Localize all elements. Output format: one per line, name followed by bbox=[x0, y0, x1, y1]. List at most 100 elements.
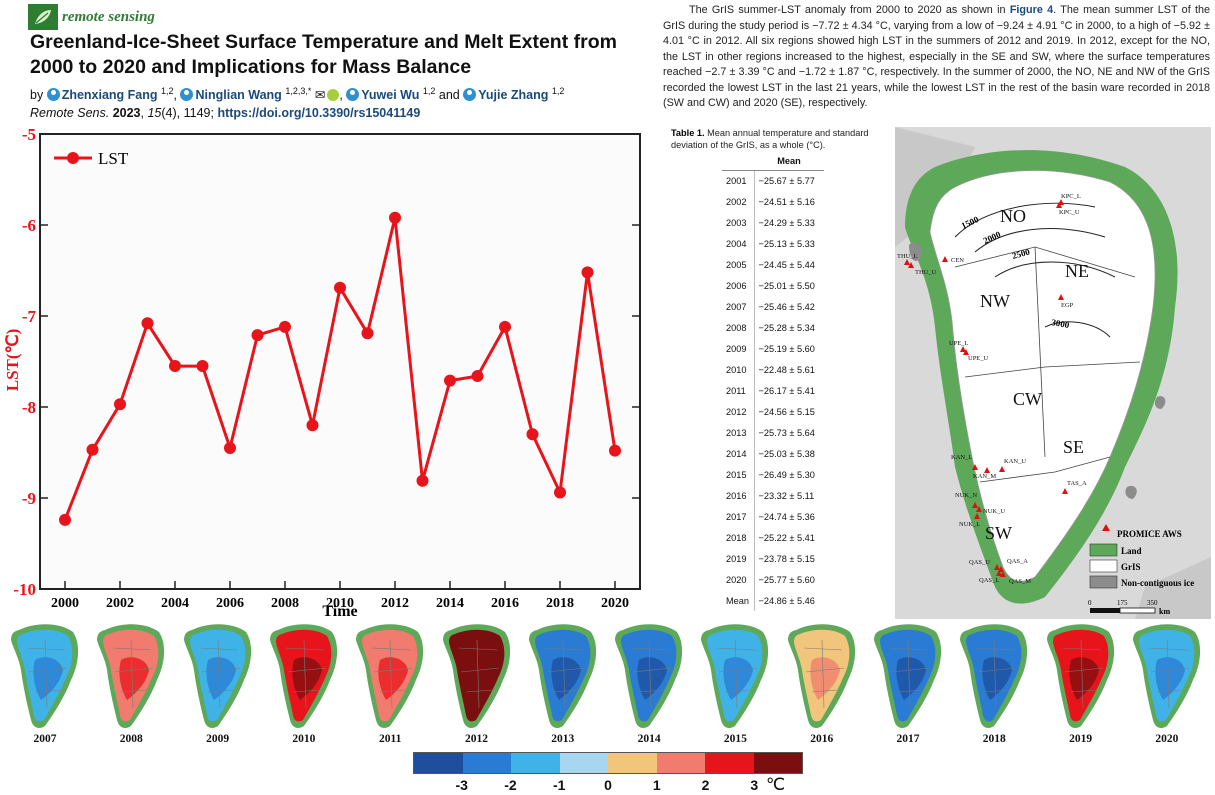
table-mean-cell: −24.74 ± 5.36 bbox=[753, 506, 824, 527]
x-tick-label: 2014 bbox=[436, 596, 464, 611]
table-year-cell: 2011 bbox=[726, 385, 746, 396]
mini-region-lines bbox=[1062, 639, 1103, 709]
email-icon[interactable]: ✉ bbox=[314, 88, 326, 103]
aws-station-label: QAS_M bbox=[1009, 578, 1031, 585]
table-row: 2005 −24.45 ± 5.44 bbox=[722, 254, 824, 275]
colorbar-label: 3 bbox=[750, 777, 759, 793]
mini-region-lines bbox=[976, 639, 1017, 709]
mini-region-lines bbox=[113, 639, 154, 709]
x-tick-label: 2008 bbox=[271, 596, 299, 611]
greenland-anomaly-shape bbox=[442, 624, 510, 728]
table-year-cell: 2009 bbox=[726, 343, 747, 354]
year-anomaly-map: 2016 bbox=[782, 620, 862, 755]
gris-ice-sheet bbox=[929, 170, 1156, 582]
author-profile-icon[interactable] bbox=[46, 88, 60, 102]
lst-point bbox=[114, 398, 126, 411]
mini-ice-anomaly-core bbox=[1155, 657, 1185, 700]
mini-ice-anomaly-core bbox=[723, 657, 754, 700]
aws-station-marker bbox=[1062, 488, 1068, 494]
x-tick-label: 2002 bbox=[106, 596, 134, 611]
table-year-cell: 2020 bbox=[726, 574, 747, 585]
paragraph-text: . The mean summer LST of the GrIS during… bbox=[663, 4, 1211, 109]
author-link[interactable]: Zhenxiang Fang bbox=[61, 88, 158, 103]
mini-region-lines bbox=[26, 639, 68, 709]
year-label: 2014 bbox=[637, 733, 661, 745]
y-axis-label: LST(℃) bbox=[3, 329, 22, 392]
citation-year: 2023 bbox=[112, 106, 141, 120]
lst-point bbox=[416, 474, 429, 487]
aws-station-marker bbox=[972, 464, 978, 470]
region-label: CW bbox=[1013, 389, 1042, 409]
lst-point bbox=[471, 370, 484, 383]
table-mean-cell: −25.13 ± 5.33 bbox=[753, 233, 824, 254]
legend-aws-label: PROMICE AWS bbox=[1117, 529, 1182, 539]
table-mean-cell: −23.32 ± 5.11 bbox=[753, 485, 824, 506]
lst-point bbox=[361, 327, 374, 340]
lst-point bbox=[554, 486, 566, 499]
table-header-mean: Mean bbox=[754, 152, 824, 171]
journal-name[interactable]: remote sensing bbox=[62, 8, 155, 25]
aws-station-marker bbox=[1058, 294, 1064, 300]
table-caption-text: Mean annual temperature and standard dev… bbox=[671, 128, 869, 150]
table-caption-label: Table 1. bbox=[671, 128, 705, 138]
table-year-cell: 2019 bbox=[726, 553, 747, 564]
mini-region-lines bbox=[372, 639, 413, 709]
x-tick-label: 2004 bbox=[161, 596, 189, 611]
chart-frame bbox=[39, 133, 641, 590]
legend-noncontig-label: Non-contiguous ice bbox=[1121, 578, 1194, 588]
table-year-cell: Mean bbox=[726, 595, 749, 606]
region-boundaries bbox=[954, 246, 1141, 483]
table-year-cell: 2017 bbox=[726, 511, 747, 522]
legend-marker bbox=[67, 152, 79, 164]
lst-point bbox=[224, 441, 236, 454]
table-mean-cell: −26.49 ± 5.30 bbox=[753, 464, 824, 485]
year-anomaly-map: 2012 bbox=[437, 620, 517, 755]
orcid-icon[interactable] bbox=[327, 89, 340, 102]
legend-land-swatch bbox=[1089, 543, 1118, 557]
aws-station-label: QAS_A bbox=[1007, 558, 1028, 565]
aws-station-marker bbox=[963, 349, 969, 355]
table-row: 2012 −24.56 ± 5.15 bbox=[722, 401, 824, 422]
table-row: Mean −24.86 ± 5.46 bbox=[722, 590, 824, 611]
doi-link[interactable]: https://doi.org/10.3390/rs15041149 bbox=[217, 106, 421, 120]
year-label: 2011 bbox=[379, 733, 402, 745]
author-link[interactable]: Yuwei Wu bbox=[361, 88, 420, 103]
aws-station-label: NUK_N bbox=[955, 492, 977, 499]
author-profile-icon[interactable] bbox=[346, 88, 360, 102]
region-label: SE bbox=[1063, 437, 1084, 457]
year-label: 2013 bbox=[551, 733, 575, 745]
table-row: 2014 −25.03 ± 5.38 bbox=[722, 443, 824, 464]
legend-gris-swatch bbox=[1089, 559, 1118, 573]
x-tick-label: 2010 bbox=[326, 596, 354, 611]
lst-point bbox=[59, 513, 71, 526]
table-mean-cell: −25.73 ± 5.64 bbox=[753, 422, 824, 443]
lst-point bbox=[86, 443, 99, 456]
author-link[interactable]: Yujie Zhang bbox=[478, 88, 549, 103]
lst-point bbox=[279, 320, 291, 333]
figure-link[interactable]: Figure 4 bbox=[1009, 4, 1054, 16]
mini-region-lines bbox=[458, 639, 499, 709]
colorbar-label: 2 bbox=[701, 777, 710, 793]
table-year-cell: 2013 bbox=[726, 427, 747, 438]
author-profile-icon[interactable] bbox=[180, 88, 194, 102]
year-anomaly-map: 2017 bbox=[868, 620, 948, 755]
lst-point bbox=[526, 428, 539, 441]
y-tick-label: -7 bbox=[22, 307, 37, 326]
author-affiliation: 1,2,3,* bbox=[285, 86, 312, 96]
mini-ice-anomaly-core bbox=[205, 657, 236, 700]
y-tick-label: -6 bbox=[22, 216, 36, 235]
x-tick-label: 2020 bbox=[601, 596, 629, 611]
author-link[interactable]: Ninglian Wang bbox=[195, 88, 282, 103]
table-row: 2002 −24.51 ± 5.16 bbox=[722, 191, 824, 212]
table-mean-cell: −25.22 ± 5.41 bbox=[753, 527, 824, 548]
colorbar-label: -2 bbox=[504, 777, 517, 793]
author-profile-icon[interactable] bbox=[463, 88, 477, 102]
table-mean-cell: −25.77 ± 5.60 bbox=[753, 569, 824, 590]
table-mean-cell: −24.51 ± 5.16 bbox=[753, 191, 824, 212]
aws-station-marker bbox=[974, 513, 980, 519]
table-year-cell: 2015 bbox=[726, 469, 747, 480]
lst-point bbox=[141, 317, 154, 330]
table-row: 2007 −25.46 ± 5.42 bbox=[722, 296, 824, 317]
y-tick-label: -8 bbox=[22, 398, 36, 417]
table-row: 2015 −26.49 ± 5.30 bbox=[722, 464, 824, 485]
